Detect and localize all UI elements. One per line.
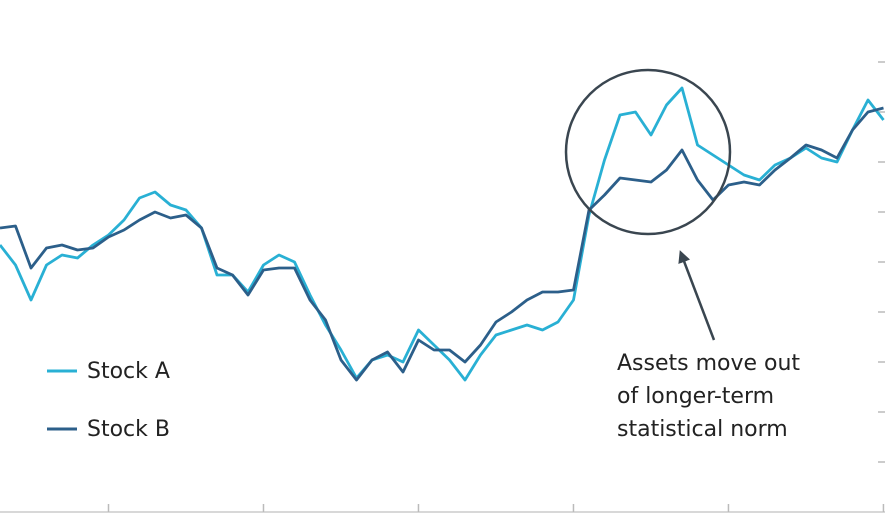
legend-label: Stock A — [87, 359, 170, 384]
series-line — [0, 106, 884, 382]
annotation: statistical norm — [617, 417, 788, 442]
legend-label: Stock B — [87, 417, 170, 442]
series-line — [0, 86, 885, 382]
annotation: Assets move out — [617, 351, 800, 376]
plot — [0, 61, 885, 513]
annotation: of longer-term — [617, 384, 774, 409]
annotation-arrow — [678, 250, 716, 341]
highlight-circle — [564, 68, 732, 236]
